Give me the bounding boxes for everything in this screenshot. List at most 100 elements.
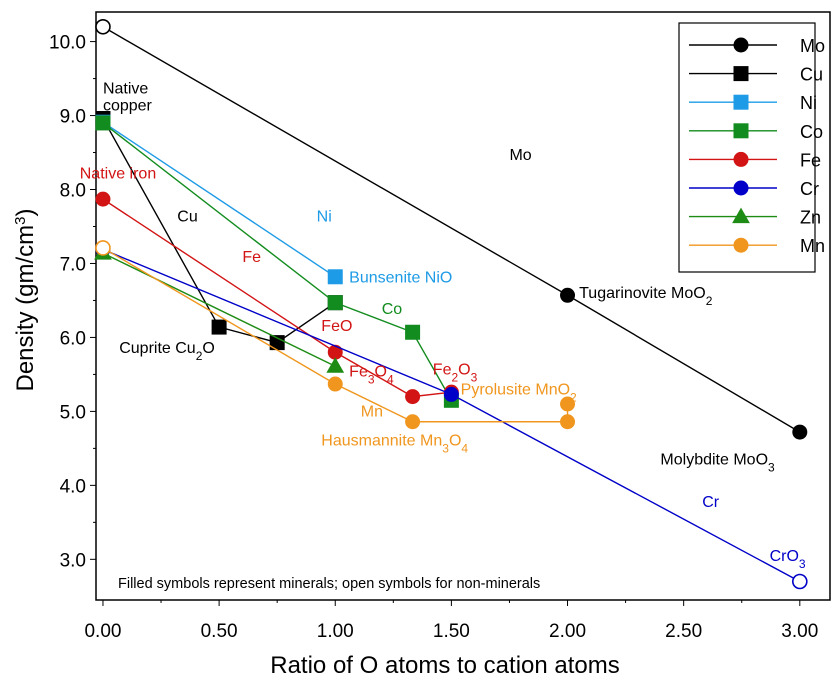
annotation-ni-line-label: Ni — [317, 208, 332, 225]
legend-item-cu: Cu — [689, 65, 823, 85]
legend-item-cr: Cr — [689, 179, 819, 199]
legend-frame — [678, 22, 816, 273]
annotation-subscript: 2 — [196, 349, 203, 363]
annotation-subscript: 2 — [706, 294, 713, 308]
annotation-cu-line-label: Cu — [177, 208, 197, 225]
legend-label-fe: Fe — [800, 150, 821, 170]
data-point-co — [405, 324, 421, 340]
annotation-text: Co — [382, 301, 403, 318]
legend-item-zn: Zn — [689, 207, 821, 228]
legend-label-mn: Mn — [800, 236, 825, 256]
annotation-hausmannite: Hausmannite Mn3O4 — [321, 432, 468, 455]
annotation-mn-line-label: Mn — [361, 404, 383, 421]
data-point-mn — [405, 414, 421, 430]
annotation-subscript: 2 — [570, 390, 577, 404]
annotation-text: O — [202, 340, 214, 357]
annotation-text: Native iron — [80, 165, 156, 182]
annotation-text: Mo — [509, 147, 531, 164]
legend-item-mo: Mo — [689, 36, 825, 56]
annotation-subscript: 3 — [799, 557, 806, 571]
annotation-subscript: 4 — [387, 373, 394, 387]
annotation-feo: FeO — [321, 318, 352, 335]
x-tick-label: 2.00 — [549, 621, 586, 642]
data-point-cr — [443, 386, 459, 402]
data-point-cu — [211, 319, 227, 335]
legend-item-mn: Mn — [689, 236, 825, 256]
x-tick-label: 0.00 — [84, 621, 121, 642]
y-tick-label: 5.0 — [60, 402, 86, 423]
x-tick-label: 0.50 — [201, 621, 238, 642]
annotation-text: Fe — [433, 361, 452, 378]
annotation-subscript: 3 — [768, 461, 775, 475]
x-tick-label: 3.00 — [781, 621, 818, 642]
series-mo — [95, 18, 808, 440]
data-point-co — [327, 295, 343, 311]
annotation-text: Molybdite MoO — [660, 452, 768, 469]
legend-marker-co — [733, 123, 749, 139]
x-tick-label: 2.50 — [665, 621, 702, 642]
annotation-text: Cuprite Cu — [119, 340, 195, 357]
y-tick-label: 4.0 — [60, 476, 86, 497]
annotation-text: Tugarinovite MoO — [579, 285, 706, 302]
y-tick-label: 8.0 — [60, 181, 86, 202]
data-point-ni — [327, 269, 343, 285]
data-point-co — [95, 115, 111, 131]
series-line-ni — [102, 121, 336, 278]
annotation-text: Pyrolusite MnO — [461, 381, 570, 398]
annotation-text: CrO — [770, 548, 799, 565]
data-point-fe — [327, 344, 343, 360]
axes-layer: 0.00 0.50 1.00 1.50 2.00 2.50 3.00 3.0 4.0 5.0 6.0… — [49, 33, 818, 642]
annotation-subscript: 4 — [461, 441, 468, 455]
annotation-bunsenite: Bunsenite NiO — [349, 270, 452, 287]
legend-label-zn: Zn — [800, 208, 821, 228]
annotation-text: Mn — [361, 404, 383, 421]
y-tick-label: 6.0 — [60, 328, 86, 349]
legend-item-co: Co — [689, 122, 823, 142]
annotation-text: FeO — [321, 318, 352, 335]
legend-item-ni: Ni — [689, 93, 817, 113]
legend-label-cu: Cu — [800, 65, 823, 85]
series-mn — [95, 240, 576, 430]
annotation-text: O — [375, 364, 387, 381]
data-point-mo — [792, 424, 808, 440]
data-point-fe — [405, 389, 421, 405]
annotation-text: Cr — [702, 494, 720, 511]
annotation-fe2o3: Fe2O3 — [433, 361, 478, 384]
note-text: Filled symbols represent minerals; open … — [118, 576, 540, 592]
annotation-text: O — [458, 361, 470, 378]
annotation-text: copper — [103, 97, 153, 114]
annotation-subscript: 3 — [471, 370, 478, 384]
annotation-text: Hausmannite Mn — [321, 432, 442, 449]
data-point-mn — [95, 240, 111, 256]
annotation-cuprite: Cuprite Cu2O — [119, 340, 215, 363]
series-line-cu — [102, 118, 336, 344]
annotation-text: Ni — [317, 208, 332, 225]
data-point-mo — [95, 18, 111, 35]
legend-item-fe: Fe — [689, 150, 821, 170]
annotation-molybdite: Molybdite MoO3 — [660, 452, 775, 475]
x-axis-label: Ratio of O atoms to cation atoms — [270, 652, 620, 679]
annotation-text: Cu — [177, 208, 197, 225]
series-line-fe — [102, 198, 452, 398]
annotation-pyrolusite: Pyrolusite MnO2 — [461, 381, 577, 404]
annotation-text: Fe — [349, 364, 368, 381]
annotation-mo-line-label: Mo — [509, 147, 531, 164]
annotation-text: Bunsenite NiO — [349, 270, 452, 287]
data-point-cr — [792, 573, 808, 590]
series-line-zn — [102, 252, 336, 367]
legend-marker-cr — [733, 180, 749, 196]
data-point-mn — [560, 414, 576, 430]
data-point-mn — [327, 376, 343, 392]
legend-marker-cu — [733, 66, 749, 82]
annotation-cro3: CrO3 — [770, 548, 806, 571]
annotation-fe-line-label: Fe — [242, 249, 261, 266]
series-layer — [94, 18, 808, 590]
annotation-native-copper-line1: Native — [103, 80, 148, 97]
x-tick-label: 1.50 — [433, 621, 470, 642]
y-tick-label: 7.0 — [60, 254, 86, 275]
x-tick-label: 1.00 — [317, 621, 354, 642]
data-point-mn — [560, 396, 576, 412]
